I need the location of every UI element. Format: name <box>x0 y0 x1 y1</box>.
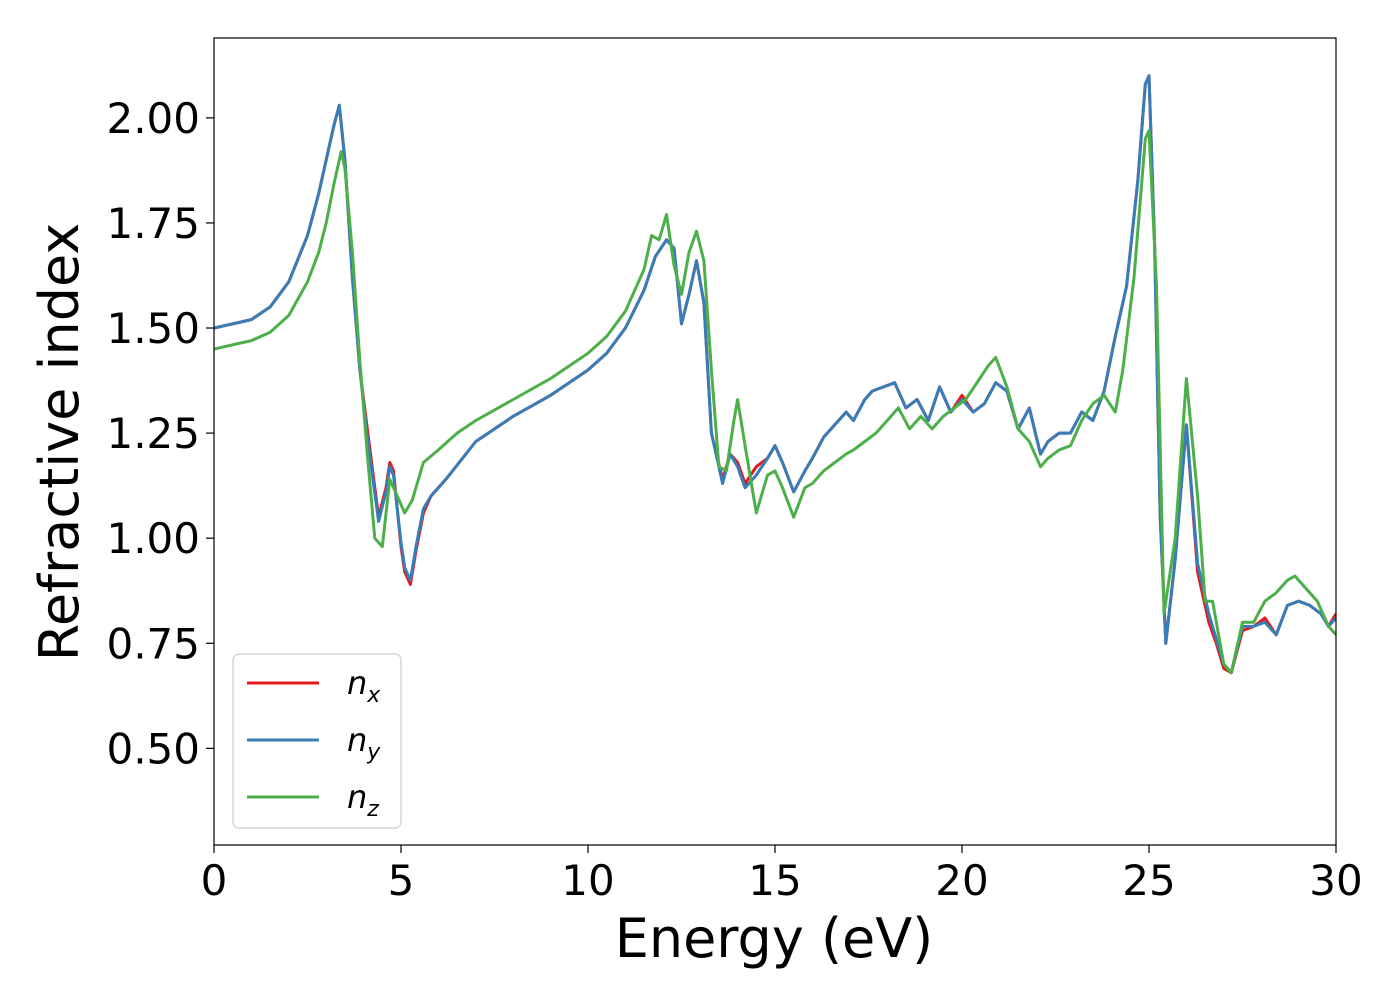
y-tick-label: 1.00 <box>106 514 200 563</box>
x-axis: 0 5 10 15 20 25 30 <box>201 845 1363 905</box>
x-tick-label: 10 <box>561 856 614 905</box>
legend: nx ny nz <box>232 653 402 829</box>
x-tick-label: 15 <box>748 856 801 905</box>
x-axis-label: Energy (eV) <box>615 907 934 970</box>
y-tick-label: 2.00 <box>106 94 200 143</box>
y-tick-label: 1.25 <box>106 409 200 458</box>
y-tick-label: 1.75 <box>106 199 200 248</box>
x-tick-label: 5 <box>388 856 415 905</box>
y-axis-label: Refractive index <box>28 223 91 662</box>
x-tick-label: 30 <box>1309 856 1362 905</box>
x-tick-label: 20 <box>935 856 988 905</box>
x-tick-label: 0 <box>201 856 228 905</box>
legend-label-n-x: nx <box>347 664 381 708</box>
legend-label-n-z: nz <box>347 778 379 822</box>
y-axis: 0.50 0.75 1.00 1.25 1.50 1.75 2.00 <box>106 94 214 773</box>
y-tick-label: 1.50 <box>106 304 200 353</box>
y-tick-label: 0.50 <box>106 724 200 773</box>
x-tick-label: 25 <box>1122 856 1175 905</box>
y-tick-label: 0.75 <box>106 619 200 668</box>
series-line-n-y <box>214 74 1336 675</box>
legend-label-n-y: ny <box>347 721 381 765</box>
series-line-n-z <box>214 129 1336 675</box>
